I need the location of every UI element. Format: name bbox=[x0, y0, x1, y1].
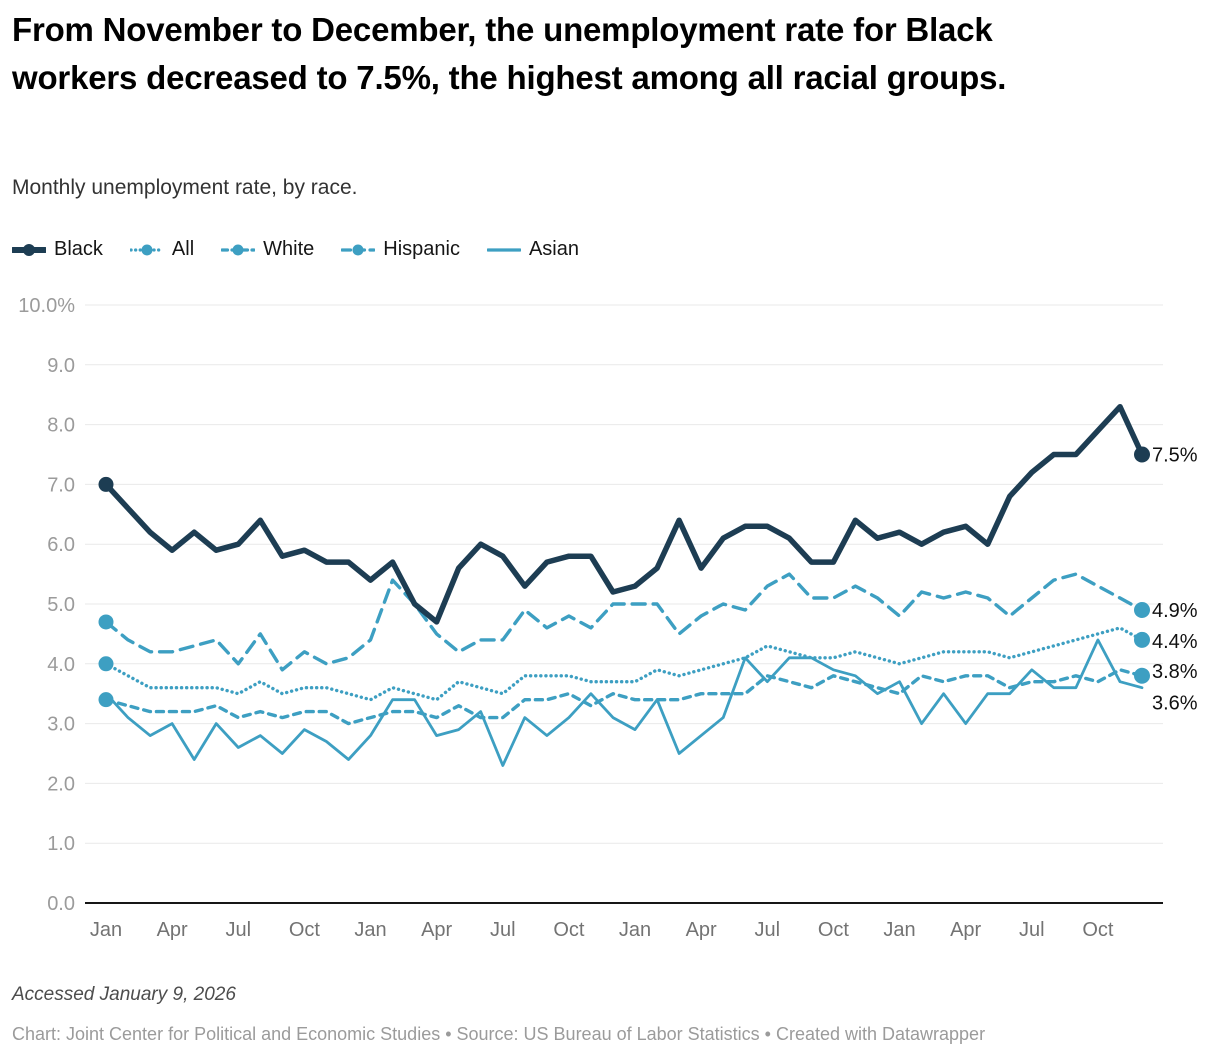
y-tick-label: 1.0 bbox=[47, 833, 75, 855]
legend-label: Black bbox=[54, 238, 103, 260]
legend-line-icon bbox=[12, 243, 46, 256]
accessed-note: Accessed January 9, 2026 bbox=[12, 984, 236, 1005]
x-tick-label: Jul bbox=[1019, 919, 1045, 941]
series-start-marker-hispanic bbox=[98, 614, 114, 630]
y-tick-label: 10.0% bbox=[18, 295, 75, 317]
series-start-marker-black bbox=[98, 476, 114, 492]
series-end-marker-all bbox=[1134, 631, 1150, 648]
series-line-white bbox=[104, 668, 1144, 726]
legend-line-icon bbox=[129, 244, 164, 255]
y-tick-label: 2.0 bbox=[47, 773, 75, 795]
series-end-label-hispanic: 4.9% bbox=[1152, 600, 1198, 622]
series-end-label-white: 3.8% bbox=[1152, 661, 1198, 683]
x-tick-label: Jan bbox=[354, 919, 386, 941]
legend-marker bbox=[352, 244, 364, 255]
series-line-all bbox=[104, 626, 1144, 702]
series-end-marker-white bbox=[1134, 667, 1150, 684]
y-tick-label: 3.0 bbox=[47, 714, 75, 736]
x-tick-label: Apr bbox=[157, 919, 188, 941]
x-tick-label: Jul bbox=[225, 919, 251, 941]
legend-item-asian: Asian bbox=[486, 238, 579, 261]
y-tick-label: 5.0 bbox=[47, 594, 75, 616]
series-end-marker-black bbox=[1134, 446, 1150, 463]
plot-area[interactable]: 10.0% 9.0 8.0 7.0 6.0 5.0 4.0 3.0 2.0 1.0 0.0 Jan Ap… bbox=[0, 285, 1220, 975]
series-end-label-all: 4.4% bbox=[1152, 631, 1198, 653]
series-line-hispanic bbox=[104, 572, 1144, 672]
x-tick-label: Jan bbox=[90, 919, 122, 941]
x-tick-label: Apr bbox=[686, 919, 717, 941]
series-end-label-asian: 3.6% bbox=[1152, 693, 1198, 715]
legend: Black All White Hispanic Asian bbox=[12, 238, 579, 261]
legend-line-icon bbox=[221, 244, 256, 255]
credit-line: Chart: Joint Center for Political and Ec… bbox=[12, 1024, 986, 1044]
legend-line-icon bbox=[486, 247, 521, 252]
y-tick-label: 9.0 bbox=[47, 355, 75, 377]
y-tick-label: 8.0 bbox=[47, 415, 75, 437]
x-tick-label: Oct bbox=[1082, 919, 1114, 941]
legend-item-all: All bbox=[129, 238, 195, 261]
x-tick-label: Jan bbox=[619, 919, 651, 941]
x-tick-label: Jan bbox=[883, 919, 915, 941]
legend-label: Hispanic bbox=[383, 238, 460, 260]
series-line-asian bbox=[104, 638, 1144, 767]
x-tick-label: Oct bbox=[553, 919, 585, 941]
chart-subtitle: Monthly unemployment rate, by race. bbox=[12, 176, 358, 199]
legend-marker bbox=[141, 244, 153, 255]
y-tick-label: 4.0 bbox=[47, 654, 75, 676]
legend-item-hispanic: Hispanic bbox=[341, 238, 460, 261]
y-tick-label: 6.0 bbox=[47, 534, 75, 556]
legend-line-icon bbox=[341, 244, 376, 255]
y-tick-label: 7.0 bbox=[47, 474, 75, 496]
series-end-marker-hispanic bbox=[1134, 601, 1150, 618]
legend-label: Asian bbox=[528, 238, 579, 260]
legend-label: All bbox=[171, 238, 195, 260]
legend-label: White bbox=[263, 238, 315, 260]
legend-marker bbox=[232, 244, 244, 255]
x-tick-label: Oct bbox=[818, 919, 850, 941]
series-end-label-black: 7.5% bbox=[1152, 445, 1198, 467]
x-tick-label: Apr bbox=[950, 919, 981, 941]
x-tick-label: Apr bbox=[421, 919, 452, 941]
series-start-marker-all bbox=[98, 656, 114, 672]
x-tick-label: Oct bbox=[289, 919, 321, 941]
legend-marker bbox=[23, 243, 35, 256]
y-tick-label: 0.0 bbox=[47, 893, 75, 915]
chart-title: From November to December, the unemploym… bbox=[12, 11, 1007, 96]
gridlines: 10.0% 9.0 8.0 7.0 6.0 5.0 4.0 3.0 2.0 1.0 0.0 bbox=[18, 295, 1163, 915]
x-tick-label: Jul bbox=[490, 919, 516, 941]
x-tick-label: Jul bbox=[754, 919, 780, 941]
legend-item-black: Black bbox=[12, 238, 103, 261]
plot-wrap: 10.0% 9.0 8.0 7.0 6.0 5.0 4.0 3.0 2.0 1.0 0.0 Jan Ap… bbox=[0, 285, 1220, 975]
x-tick-labels: Jan Apr Jul Oct Jan Apr Jul Oct Jan Apr Jul Oct Jan A… bbox=[90, 919, 1114, 941]
series-line-black bbox=[103, 403, 1145, 625]
legend-item-white: White bbox=[221, 238, 314, 261]
